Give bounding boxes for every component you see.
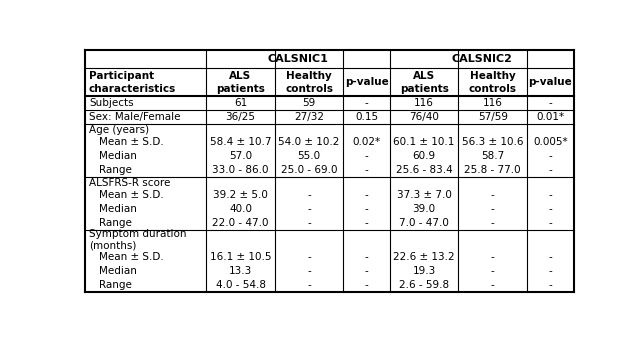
Text: -: - — [365, 190, 369, 200]
Text: 54.0 ± 10.2: 54.0 ± 10.2 — [278, 138, 340, 148]
Text: -: - — [548, 204, 552, 214]
Text: Age (years): Age (years) — [89, 125, 149, 135]
Text: -: - — [365, 98, 369, 108]
Text: -: - — [365, 266, 369, 276]
Text: -: - — [307, 190, 311, 200]
Text: 59: 59 — [303, 98, 316, 108]
Text: Median: Median — [99, 204, 137, 214]
Text: CALSNIC1: CALSNIC1 — [268, 54, 328, 64]
Text: -: - — [548, 151, 552, 161]
Text: -: - — [365, 151, 369, 161]
Text: -: - — [307, 252, 311, 262]
Text: ALS
patients: ALS patients — [400, 71, 449, 94]
Text: p-value: p-value — [345, 77, 388, 87]
Text: Sex: Male/Female: Sex: Male/Female — [89, 112, 180, 122]
Text: -: - — [548, 280, 552, 290]
Text: 61: 61 — [234, 98, 247, 108]
Text: 16.1 ± 10.5: 16.1 ± 10.5 — [210, 252, 271, 262]
Text: 19.3: 19.3 — [413, 266, 436, 276]
Text: Range: Range — [99, 280, 132, 290]
Text: Healthy
controls: Healthy controls — [285, 71, 333, 94]
Text: 7.0 - 47.0: 7.0 - 47.0 — [399, 218, 449, 228]
Text: 0.02*: 0.02* — [353, 138, 381, 148]
Text: 58.4 ± 10.7: 58.4 ± 10.7 — [210, 138, 271, 148]
Text: Median: Median — [99, 266, 137, 276]
Text: -: - — [491, 190, 495, 200]
Text: 36/25: 36/25 — [225, 112, 255, 122]
Text: -: - — [548, 165, 552, 175]
Text: Mean ± S.D.: Mean ± S.D. — [99, 252, 164, 262]
Text: 57/59: 57/59 — [478, 112, 508, 122]
Text: Range: Range — [99, 218, 132, 228]
Text: Participant
characteristics: Participant characteristics — [89, 71, 176, 94]
Text: 33.0 - 86.0: 33.0 - 86.0 — [212, 165, 269, 175]
Text: 58.7: 58.7 — [481, 151, 504, 161]
Text: -: - — [491, 252, 495, 262]
Text: -: - — [548, 266, 552, 276]
Text: 0.005*: 0.005* — [533, 138, 568, 148]
Text: -: - — [307, 280, 311, 290]
Text: 57.0: 57.0 — [229, 151, 252, 161]
Text: 25.6 - 83.4: 25.6 - 83.4 — [396, 165, 452, 175]
Text: 22.6 ± 13.2: 22.6 ± 13.2 — [394, 252, 455, 262]
Text: Median: Median — [99, 151, 137, 161]
Text: 13.3: 13.3 — [229, 266, 252, 276]
Text: -: - — [548, 98, 552, 108]
Text: 25.8 - 77.0: 25.8 - 77.0 — [465, 165, 521, 175]
Text: 27/32: 27/32 — [294, 112, 324, 122]
Text: ALS
patients: ALS patients — [216, 71, 265, 94]
Text: 55.0: 55.0 — [298, 151, 321, 161]
Text: 0.01*: 0.01* — [536, 112, 564, 122]
Text: Healthy
controls: Healthy controls — [468, 71, 516, 94]
Text: 25.0 - 69.0: 25.0 - 69.0 — [281, 165, 337, 175]
Text: 40.0: 40.0 — [229, 204, 252, 214]
Text: 39.2 ± 5.0: 39.2 ± 5.0 — [213, 190, 268, 200]
Text: 22.0 - 47.0: 22.0 - 47.0 — [212, 218, 269, 228]
Text: CALSNIC2: CALSNIC2 — [451, 54, 512, 64]
Text: 4.0 - 54.8: 4.0 - 54.8 — [216, 280, 266, 290]
Text: 39.0: 39.0 — [413, 204, 436, 214]
Text: Range: Range — [99, 165, 132, 175]
Text: Symptom duration
(months): Symptom duration (months) — [89, 229, 186, 251]
Text: -: - — [548, 190, 552, 200]
Text: ALSFRS-R score: ALSFRS-R score — [89, 178, 170, 188]
Text: -: - — [365, 280, 369, 290]
Text: -: - — [307, 204, 311, 214]
Text: Mean ± S.D.: Mean ± S.D. — [99, 190, 164, 200]
Text: -: - — [307, 218, 311, 228]
Text: Subjects: Subjects — [89, 98, 134, 108]
Text: 60.9: 60.9 — [413, 151, 436, 161]
Text: -: - — [365, 252, 369, 262]
Text: p-value: p-value — [529, 77, 572, 87]
Text: 56.3 ± 10.6: 56.3 ± 10.6 — [462, 138, 524, 148]
Text: 116: 116 — [414, 98, 434, 108]
Text: 0.15: 0.15 — [355, 112, 378, 122]
Text: -: - — [365, 165, 369, 175]
Text: -: - — [491, 218, 495, 228]
Text: 76/40: 76/40 — [409, 112, 439, 122]
Text: Mean ± S.D.: Mean ± S.D. — [99, 138, 164, 148]
Text: -: - — [491, 204, 495, 214]
Text: 37.3 ± 7.0: 37.3 ± 7.0 — [397, 190, 452, 200]
Text: -: - — [548, 218, 552, 228]
Text: 60.1 ± 10.1: 60.1 ± 10.1 — [394, 138, 455, 148]
Text: 2.6 - 59.8: 2.6 - 59.8 — [399, 280, 449, 290]
Text: -: - — [491, 280, 495, 290]
Text: -: - — [491, 266, 495, 276]
Text: -: - — [365, 218, 369, 228]
Text: -: - — [365, 204, 369, 214]
Text: -: - — [307, 266, 311, 276]
Text: -: - — [548, 252, 552, 262]
Text: 116: 116 — [483, 98, 502, 108]
